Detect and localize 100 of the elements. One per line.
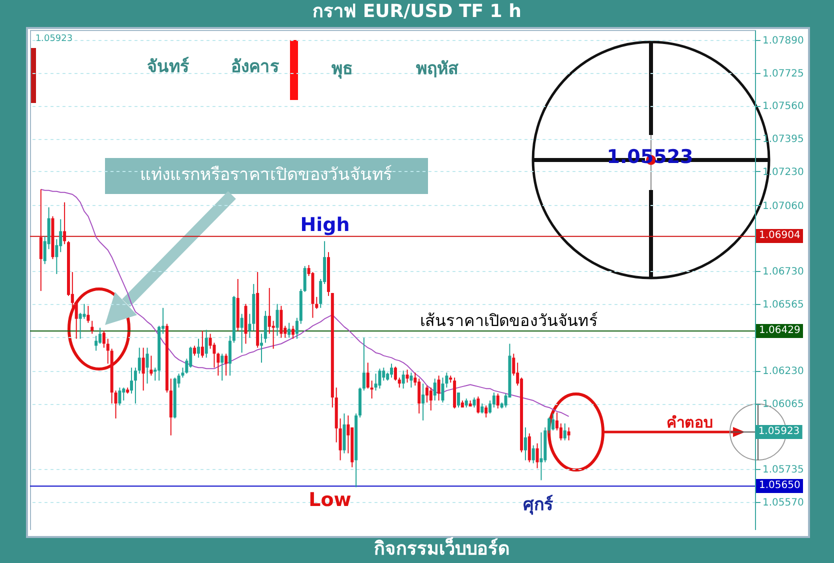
candlestick [540,432,543,481]
candlestick [362,337,366,392]
candlestick [39,188,42,292]
y-tick-label: 1.07890 [762,35,804,46]
candlestick [398,377,401,388]
candlestick [418,378,421,414]
y-tick-label: 1.06065 [762,399,804,410]
candlestick [366,362,370,390]
candlestick [102,330,106,348]
annotation: พุธ [332,59,352,80]
candlestick [370,380,374,400]
annotation: Low [308,489,352,512]
chart-title: กราฟ EUR/USD TF 1 h [312,1,522,23]
candlestick [536,442,539,469]
candlestick [559,422,562,441]
candlestick [122,387,126,402]
y-tick-label: 1.06565 [762,299,804,310]
candlestick [142,347,145,392]
candlestick [295,317,298,340]
candlestick [422,383,425,421]
candlestick [390,363,394,378]
annotation: พฤหัส [416,59,458,80]
candlestick [189,346,192,368]
candlestick [456,392,460,408]
annotation: ศุกร์ [523,495,553,516]
candlestick [146,347,149,384]
candlestick [193,345,196,356]
ref-line-label: 1.05650 [756,479,804,494]
y-tick-label: 1.07725 [762,68,804,80]
candlestick [378,368,382,390]
annotation: อังคาร [231,57,279,78]
candlestick [382,367,386,382]
y-tick-label: 1.07560 [762,101,804,112]
y-tick-label: 1.06230 [762,366,804,378]
candlestick [480,403,484,414]
candlestick [532,444,535,464]
candlestick [548,416,551,434]
candlestick [264,310,267,344]
candlestick [134,367,137,404]
candlestick [567,426,570,441]
text: คำตอบ [666,413,714,432]
candlestick [272,320,275,350]
candlestick [425,385,428,404]
annotation: เส้นราคาเปิดของวันจันทร์ [420,310,598,330]
y-tick-label: 1.05735 [762,464,804,476]
candlestick [303,266,306,292]
candlestick [445,372,448,388]
candlestick [433,378,436,402]
candlestick [406,369,409,384]
candlestick [437,375,440,402]
annotation: 1.05923 [35,34,73,44]
candlestick [441,377,444,404]
candlestick [86,305,90,324]
text: กิจกรรมเว็บบอร์ด [374,538,510,560]
candlestick [292,325,295,340]
candlestick [63,202,66,245]
candlestick [150,355,153,376]
candlestick [496,393,500,409]
annotation: High [300,214,350,237]
candlestick [94,335,98,352]
candlestick [224,353,228,376]
candlestick [204,329,208,358]
candlestick [138,347,141,374]
candlestick [315,296,318,310]
candlestick [524,426,527,461]
candlestick [98,327,102,344]
candlestick [402,370,405,390]
y-tick-label: 1.07060 [762,200,804,212]
candlestick [472,397,476,408]
ref-line-label: 1.06429 [756,324,804,338]
candlestick [114,390,118,419]
candlestick [476,396,480,414]
candlestick [196,338,200,358]
candlestick [90,320,94,334]
y-tick-label: 1.06730 [762,266,804,278]
candlestick [106,338,110,364]
candlestick [394,366,397,382]
candlestick [338,418,342,461]
candlestick [410,372,413,388]
candlestick [248,313,252,338]
candlestick [130,367,134,394]
candlestick [280,305,283,338]
candlestick [276,303,279,336]
candlestick [528,432,531,463]
candlestick [82,303,86,320]
annotation: จันทร์ [147,57,189,78]
candlestick [429,387,432,411]
candlestick [260,333,264,364]
annotation: แท่งแรกหรือราคาเปิดของวันจันทร์ [140,165,392,186]
candlestick [74,300,78,340]
y-tick-label: 1.05570 [762,498,804,509]
candlestick [220,353,224,382]
text: 1.05923 [755,425,803,439]
ref-line-label: 1.06904 [756,229,804,244]
candlestick [240,313,244,354]
candlestick [563,422,566,441]
candlestick [288,322,291,338]
candlestick [552,412,555,431]
candlestick [268,287,271,334]
candlestick [216,352,220,376]
